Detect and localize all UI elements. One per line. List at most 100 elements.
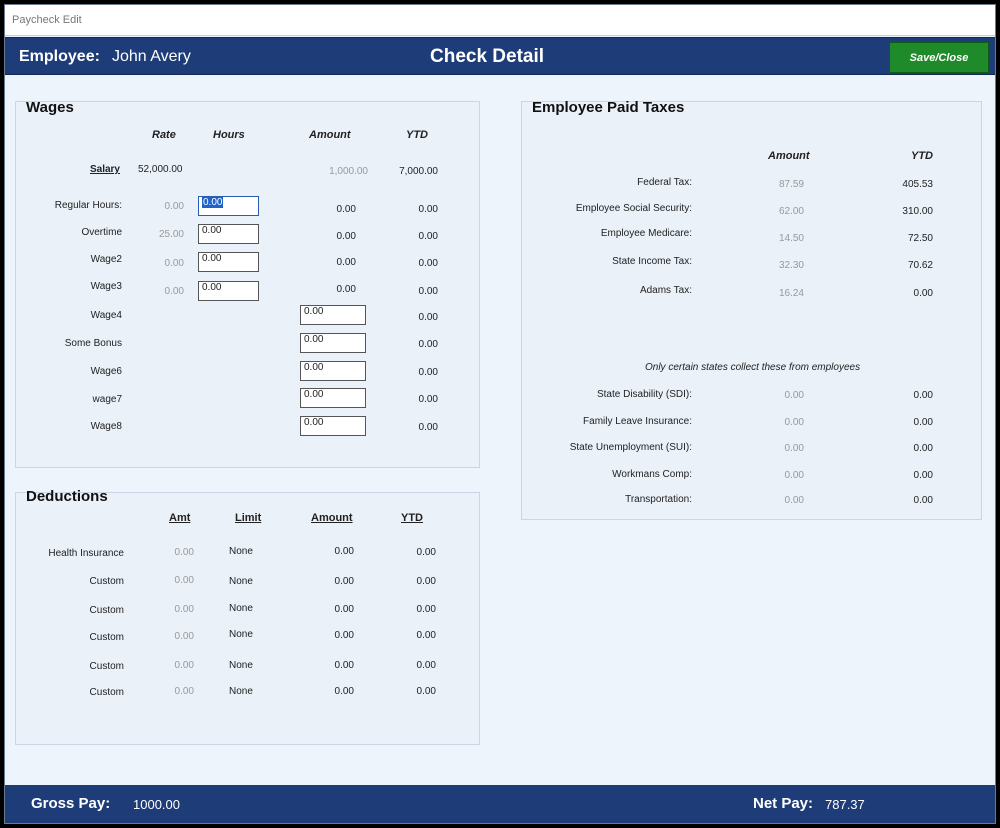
deductions-col-limit: Limit	[235, 512, 262, 524]
deduction-ytd: 0.00	[416, 604, 436, 615]
state-tax-amount: 0.00	[784, 443, 804, 454]
tax-label: Employee Social Security:	[575, 203, 692, 214]
salary-label[interactable]: Salary	[89, 164, 120, 175]
tax-ytd: 70.62	[907, 260, 933, 271]
state-tax-ytd: 0.00	[913, 495, 933, 506]
overtime-label: Overtime	[81, 227, 122, 238]
state-tax-ytd: 0.00	[913, 390, 933, 401]
tax-ytd: 0.00	[913, 288, 933, 299]
footer-bar: Gross Pay: 1000.00 Net Pay: 787.37	[5, 785, 995, 823]
wage7-ytd: 0.00	[418, 394, 438, 405]
deductions-col-ytd: YTD	[401, 512, 423, 524]
state-tax-label: Transportation:	[625, 494, 692, 505]
state-tax-label: State Unemployment (SUI):	[569, 442, 692, 453]
deduction-amt: 0.00	[174, 604, 194, 615]
wages-col-amount: Amount	[309, 129, 351, 141]
overtime-amount: 0.00	[336, 231, 356, 242]
tax-amount: 32.30	[778, 260, 804, 271]
regular-hours-input[interactable]: 0.00	[198, 196, 259, 216]
deduction-ytd: 0.00	[416, 576, 436, 587]
tax-label: Federal Tax:	[637, 177, 692, 188]
overtime-ytd: 0.00	[418, 231, 438, 242]
wage3-ytd: 0.00	[418, 286, 438, 297]
net-pay-value: 787.37	[825, 797, 865, 812]
state-tax-amount: 0.00	[784, 495, 804, 506]
wage7-label: wage7	[92, 394, 122, 405]
gross-pay-value: 1000.00	[133, 797, 180, 812]
taxes-panel: Employee Paid Taxes Amount YTD Federal T…	[521, 99, 982, 520]
deduction-ytd: 0.00	[416, 630, 436, 641]
tax-amount: 14.50	[778, 233, 804, 244]
page-title: Check Detail	[430, 46, 545, 67]
deduction-label: Custom	[89, 576, 124, 587]
tax-ytd: 310.00	[902, 206, 933, 217]
window-title: Paycheck Edit	[12, 14, 82, 26]
wage6-amount-input[interactable]: 0.00	[300, 361, 366, 381]
wage4-amount-input[interactable]: 0.00	[300, 305, 366, 325]
deduction-label: Custom	[89, 632, 124, 643]
overtime-rate: 25.00	[158, 229, 184, 240]
deductions-title: Deductions	[26, 488, 108, 505]
deduction-amount: 0.00	[334, 630, 354, 641]
some-bonus-amount-input[interactable]: 0.00	[300, 333, 366, 353]
save-close-button[interactable]: Save/Close	[889, 42, 989, 73]
deduction-limit: None	[229, 629, 253, 640]
wages-col-hours: Hours	[213, 129, 245, 141]
wage4-ytd: 0.00	[418, 312, 438, 323]
net-pay-label: Net Pay:	[753, 795, 814, 812]
deduction-amt: 0.00	[174, 660, 194, 671]
tax-amount: 87.59	[778, 179, 804, 190]
title-bar: Paycheck Edit	[5, 5, 995, 36]
deduction-amt: 0.00	[174, 631, 194, 642]
state-tax-amount: 0.00	[784, 417, 804, 428]
state-tax-ytd: 0.00	[913, 417, 933, 428]
wage8-amount-input[interactable]: 0.00	[300, 416, 366, 436]
header-bar: Employee: John Avery Check Detail Save/C…	[5, 37, 995, 75]
tax-amount: 16.24	[778, 288, 804, 299]
taxes-col-amount: Amount	[768, 150, 810, 162]
deduction-amount: 0.00	[334, 686, 354, 697]
deduction-label: Custom	[89, 687, 124, 698]
paycheck-edit-window: Paycheck Edit Employee: John Avery Check…	[4, 4, 996, 824]
deduction-limit: None	[229, 660, 253, 671]
state-tax-label: Family Leave Insurance:	[583, 416, 692, 427]
taxes-title: Employee Paid Taxes	[532, 99, 685, 116]
deduction-limit: None	[229, 576, 253, 587]
state-tax-ytd: 0.00	[913, 443, 933, 454]
taxes-col-ytd: YTD	[911, 150, 933, 162]
deduction-amount: 0.00	[334, 604, 354, 615]
deduction-amount: 0.00	[334, 576, 354, 587]
regular-rate: 0.00	[164, 201, 184, 212]
tax-label: State Income Tax:	[612, 256, 692, 267]
overtime-hours-input[interactable]: 0.00	[198, 224, 259, 244]
deduction-limit: None	[229, 603, 253, 614]
wage2-hours-input[interactable]: 0.00	[198, 252, 259, 272]
deduction-limit: None	[229, 546, 253, 557]
state-tax-amount: 0.00	[784, 470, 804, 481]
tax-ytd: 72.50	[907, 233, 933, 244]
wage3-hours-input[interactable]: 0.00	[198, 281, 259, 301]
deduction-limit: None	[229, 686, 253, 697]
wage7-amount-input[interactable]: 0.00	[300, 388, 366, 408]
wages-panel: Wages Rate Hours Amount YTD Salary 52,00…	[15, 99, 480, 468]
salary-rate: 52,000.00	[138, 164, 183, 175]
wage2-rate: 0.00	[164, 258, 184, 269]
wage3-amount: 0.00	[336, 284, 356, 295]
wage2-amount: 0.00	[336, 257, 356, 268]
deduction-amt: 0.00	[174, 686, 194, 697]
deduction-label: Health Insurance	[48, 548, 124, 559]
deduction-ytd: 0.00	[416, 686, 436, 697]
regular-amount: 0.00	[336, 204, 356, 215]
tax-ytd: 405.53	[902, 179, 933, 190]
wage2-label: Wage2	[90, 254, 122, 265]
wage8-ytd: 0.00	[418, 422, 438, 433]
wage6-ytd: 0.00	[418, 367, 438, 378]
deduction-amt: 0.00	[174, 575, 194, 586]
wage8-label: Wage8	[90, 421, 122, 432]
deduction-amount: 0.00	[334, 660, 354, 671]
deductions-col-amt: Amt	[169, 512, 191, 524]
state-tax-label: State Disability (SDI):	[596, 389, 692, 400]
wage6-label: Wage6	[90, 366, 122, 377]
wages-col-rate: Rate	[152, 129, 176, 141]
deduction-amount: 0.00	[334, 546, 354, 557]
